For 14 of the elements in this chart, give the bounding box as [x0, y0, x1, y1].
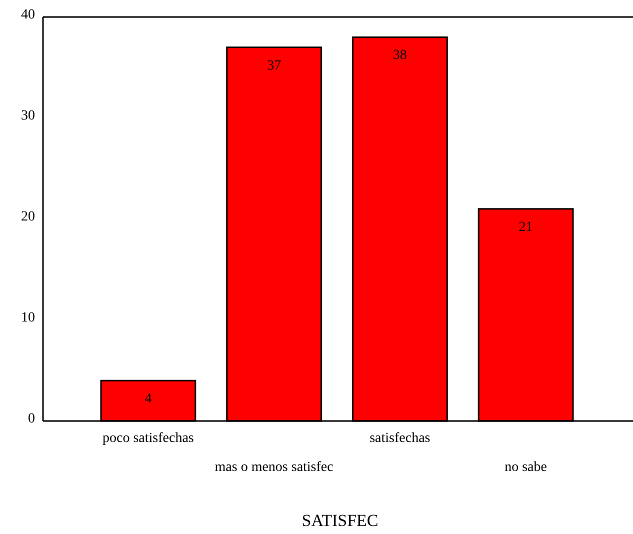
- x-axis-title: SATISFEC: [302, 511, 378, 530]
- x-tick-label: mas o menos satisfec: [214, 460, 334, 475]
- data-label: 4: [144, 392, 152, 407]
- y-tick-label: 10: [21, 310, 35, 326]
- y-tick-label: 20: [21, 209, 35, 224]
- data-label: 21: [518, 220, 533, 235]
- data-label: 38: [392, 48, 407, 64]
- y-tick-label: 30: [21, 108, 35, 124]
- x-tick-label: satisfechas: [370, 431, 430, 446]
- y-tick-label: 40: [21, 7, 35, 22]
- y-tick-label: 0: [28, 411, 35, 426]
- x-tick-label: no sabe: [504, 460, 547, 475]
- x-tick-label: poco satisfechas: [102, 431, 194, 446]
- data-label: 37: [267, 58, 282, 74]
